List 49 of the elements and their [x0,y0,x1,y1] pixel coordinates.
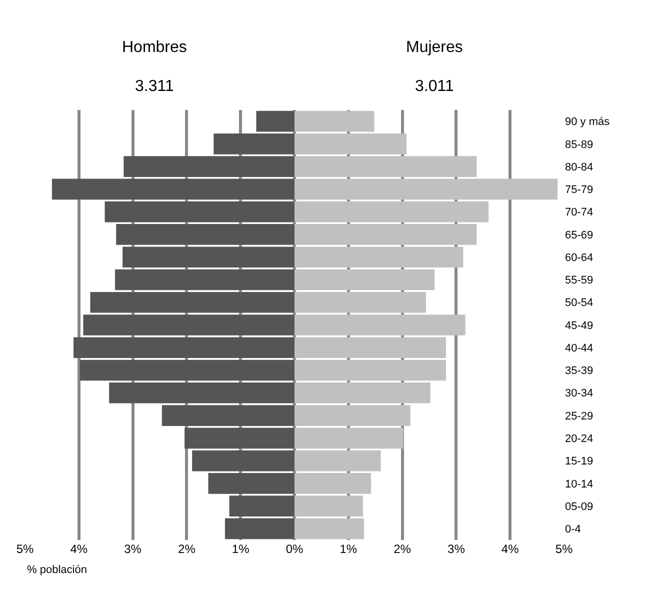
bar [294,178,558,200]
x-tick-label: 5% [555,542,573,556]
y-tick-label: 50-54 [565,297,594,310]
bar [294,428,404,449]
x-tick-label: 3% [448,542,466,556]
x-tick-label: 4% [70,542,88,556]
x-tick-label: 3% [124,542,142,556]
text: Hombres [122,39,187,56]
bar [294,360,446,381]
bar [294,110,374,132]
y-tick-label: 85-89 [565,138,594,151]
bar [294,518,364,540]
text: 3.011 [415,78,454,95]
y-tick-label: 30-34 [565,388,594,400]
x-tick-label: 4% [501,542,520,556]
text: Mujeres [406,39,463,56]
y-tick-label: 55-59 [565,274,594,287]
bar [80,360,294,381]
y-tick-label: 20-24 [565,433,594,446]
y-tick-label: 70-74 [565,206,594,219]
y-tick-label: 75-79 [565,184,594,196]
x-axis-title: % población [27,564,87,576]
x-tick-label: 2% [394,542,412,556]
bar [115,269,294,290]
y-tick-label: 45-49 [565,320,594,332]
bar [52,178,294,200]
y-tick-label: 25-29 [565,410,594,422]
bar [294,450,381,472]
y-tick-label: 40-44 [565,342,594,354]
y-tick-label: 10-14 [565,478,594,490]
y-tick-label: 90 y más [565,116,610,128]
y-tick-label: 60-64 [565,252,594,264]
x-tick-label: 5% [16,542,34,556]
y-tick-label: 05-09 [565,500,594,513]
bar [224,518,294,540]
y-tick-label: 15-19 [565,456,594,468]
x-tick-label: 1% [340,542,358,556]
bar [192,450,294,472]
y-tick-label: 65-69 [565,229,594,242]
text: 3.311 [135,78,174,95]
x-tick-label: 2% [178,542,196,556]
bar [294,269,435,290]
bar [184,428,294,449]
y-tick-label: 0-4 [565,524,581,536]
y-tick-label: 80-84 [565,161,594,174]
x-tick-label: 1% [232,542,250,556]
x-tick-label: 0% [286,542,304,556]
bar [256,110,294,132]
y-tick-label: 35-39 [565,365,594,378]
